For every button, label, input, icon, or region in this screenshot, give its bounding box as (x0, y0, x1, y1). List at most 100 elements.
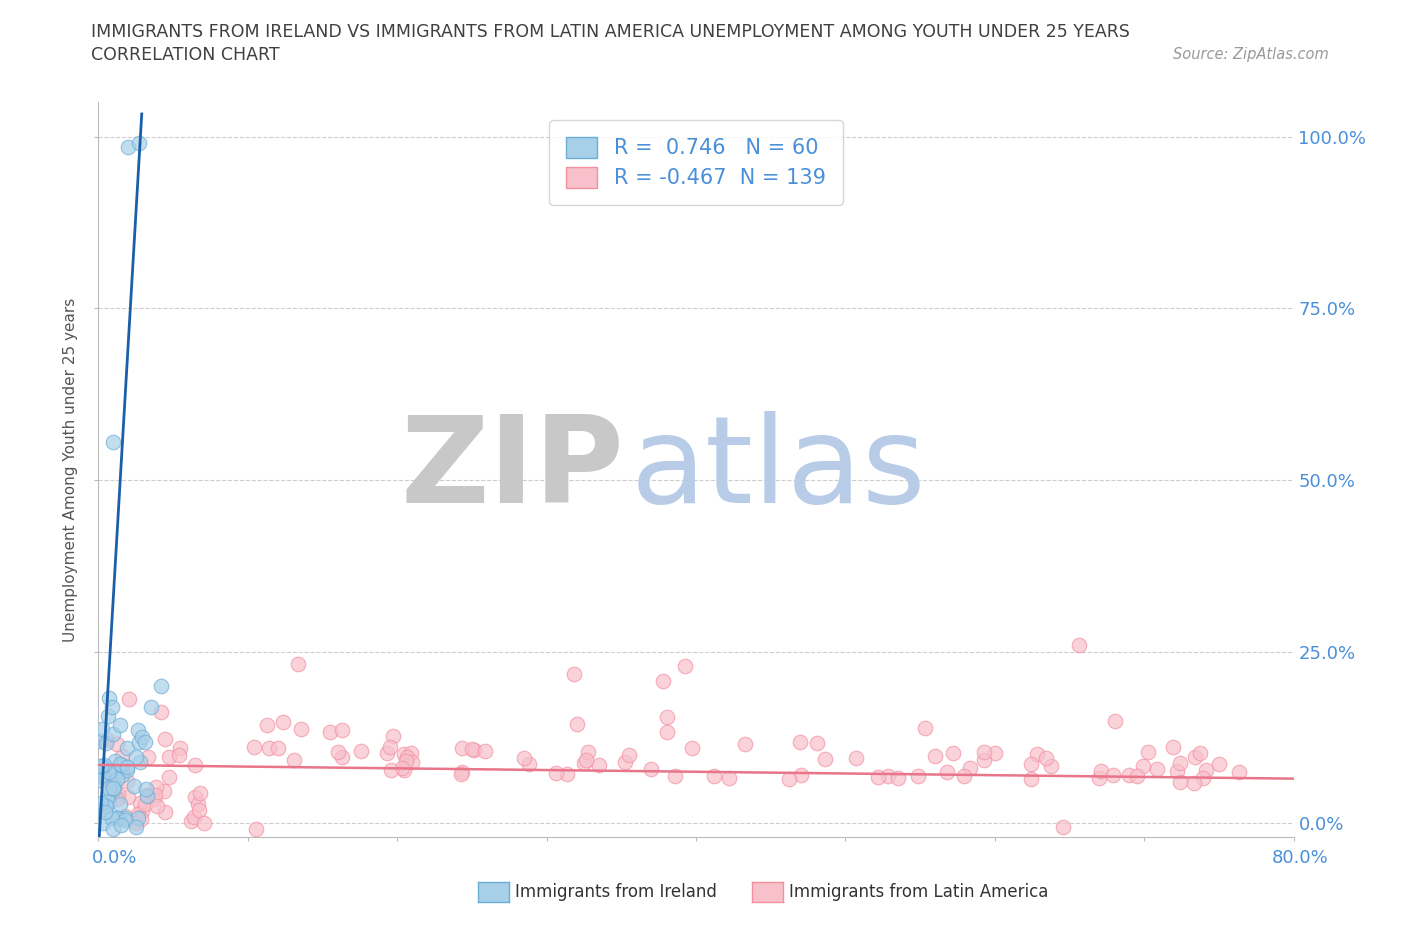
Point (183, 757, 205, 772)
Point (1146, 762, 1168, 777)
Point (392, 747, 415, 762)
Point (451, 764, 474, 779)
Point (96, 797, 118, 812)
Point (107, 810, 129, 825)
Point (131, 730, 153, 745)
Point (111, 764, 134, 778)
Point (110, 817, 132, 832)
Point (188, 786, 211, 801)
Point (399, 746, 422, 761)
Point (703, 768, 725, 783)
Point (108, 757, 131, 772)
Point (169, 740, 191, 755)
Point (100, 700, 122, 715)
Point (188, 802, 211, 817)
Point (924, 749, 946, 764)
Y-axis label: Unemployment Among Youth under 25 years: Unemployment Among Youth under 25 years (63, 298, 79, 642)
Point (330, 750, 353, 764)
Point (193, 815, 215, 830)
Point (129, 754, 152, 769)
Point (1136, 745, 1159, 760)
Point (245, 821, 267, 836)
Point (651, 673, 673, 688)
Point (565, 717, 588, 732)
Point (401, 754, 423, 769)
Point (332, 723, 354, 737)
Point (117, 140, 139, 154)
Point (256, 718, 278, 733)
Point (180, 813, 202, 828)
Point (91, 816, 114, 830)
Point (257, 740, 280, 755)
Point (98, 764, 121, 779)
Point (1188, 745, 1211, 760)
Point (155, 804, 177, 819)
Text: 80.0%: 80.0% (1272, 849, 1329, 867)
Point (886, 771, 908, 786)
Point (93, 758, 115, 773)
Point (105, 737, 128, 751)
Point (789, 735, 811, 750)
Text: ZIP: ZIP (401, 411, 624, 528)
Point (187, 796, 209, 811)
Point (381, 729, 404, 744)
Point (544, 765, 567, 780)
Point (461, 741, 484, 756)
Point (778, 771, 800, 786)
Point (115, 740, 138, 755)
Point (146, 799, 169, 814)
Point (104, 754, 127, 769)
Point (125, 816, 148, 830)
Text: Immigrants from Ireland: Immigrants from Ireland (515, 883, 717, 901)
Point (290, 722, 312, 737)
Point (114, 811, 136, 826)
Point (450, 741, 472, 756)
Point (101, 821, 124, 836)
Point (1191, 771, 1213, 786)
Point (391, 761, 413, 776)
Text: IMMIGRANTS FROM IRELAND VS IMMIGRANTS FROM LATIN AMERICA UNEMPLOYMENT AMONG YOUT: IMMIGRANTS FROM IRELAND VS IMMIGRANTS FR… (91, 23, 1130, 41)
Point (98, 691, 121, 706)
Point (877, 768, 900, 783)
Point (94, 799, 117, 814)
Point (90, 758, 112, 773)
Point (117, 773, 139, 788)
Point (1102, 768, 1125, 783)
Point (1025, 747, 1047, 762)
Point (117, 790, 139, 804)
Point (127, 811, 149, 826)
Point (576, 745, 599, 760)
Point (142, 791, 165, 806)
Point (96, 736, 118, 751)
Point (134, 735, 156, 750)
Point (1052, 819, 1074, 834)
Point (124, 819, 146, 834)
Point (717, 771, 740, 786)
Point (681, 740, 703, 755)
Point (973, 745, 995, 760)
Point (1090, 764, 1112, 778)
Point (1168, 755, 1191, 770)
Point (1161, 739, 1184, 754)
Point (94, 770, 117, 785)
Point (575, 752, 598, 767)
Point (157, 770, 180, 785)
Point (136, 789, 159, 804)
Point (91, 722, 114, 737)
Point (1208, 756, 1230, 771)
Point (145, 779, 167, 794)
Point (350, 744, 373, 759)
Point (1195, 763, 1218, 777)
Point (242, 739, 264, 754)
Text: CORRELATION CHART: CORRELATION CHART (91, 46, 280, 64)
Point (127, 723, 149, 737)
Point (149, 704, 172, 719)
Point (101, 727, 124, 742)
Point (283, 752, 305, 767)
Point (114, 813, 136, 828)
Point (98, 781, 121, 796)
Point (1067, 638, 1090, 653)
Point (1168, 775, 1191, 790)
Point (129, 811, 152, 826)
Point (108, 796, 131, 811)
